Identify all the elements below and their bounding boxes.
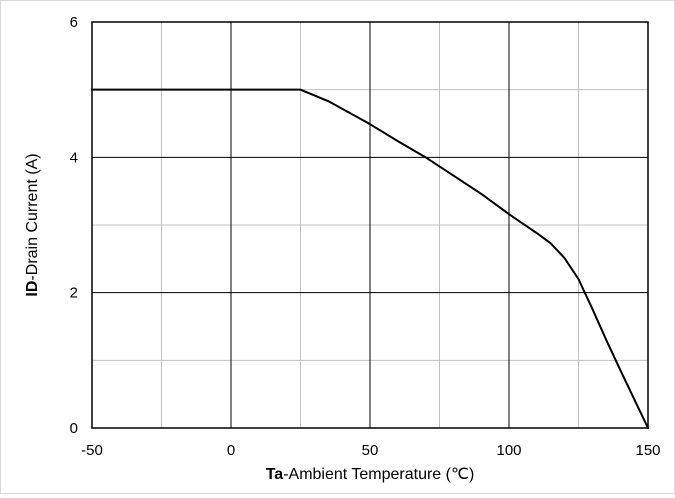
x-axis-title-rest: -Ambient Temperature (℃): [283, 466, 474, 483]
x-tick-label: 150: [635, 442, 660, 459]
series-layer: [91, 88, 649, 429]
y-axis-title-rest: -Drain Current (A): [24, 153, 41, 280]
x-tick-label: 100: [496, 442, 521, 459]
y-tick-label: 2: [70, 285, 78, 302]
x-axis-title: Ta-Ambient Temperature (℃): [266, 466, 475, 483]
y-axis-title: ID-Drain Current (A): [24, 153, 41, 296]
y-tick-labels: 0 2 4 6: [70, 14, 78, 437]
x-axis-title-bold: Ta: [266, 466, 284, 483]
x-tick-label: 50: [362, 442, 379, 459]
y-axis-title-bold: ID: [24, 281, 41, 297]
plot-frame: [91, 21, 649, 429]
y-tick-label: 6: [70, 14, 78, 31]
x-tick-label: -50: [81, 442, 103, 459]
y-tick-label: 4: [70, 149, 78, 166]
major-gridlines: [92, 22, 648, 428]
x-tick-label: 0: [227, 442, 235, 459]
drain-current-curve: [91, 88, 649, 429]
y-tick-label: 0: [70, 420, 78, 437]
x-tick-labels: -50 0 50 100 150: [81, 442, 660, 459]
